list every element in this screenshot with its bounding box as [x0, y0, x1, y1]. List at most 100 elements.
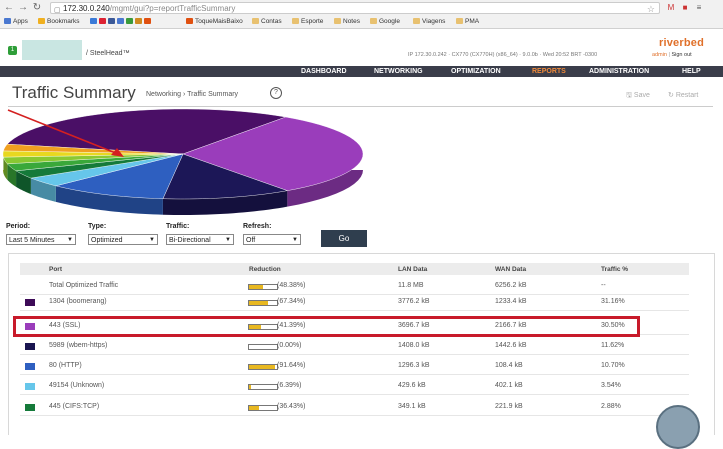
bookmark-google[interactable]: Google: [370, 16, 400, 28]
wan-data-cell: 1233.4 kB: [495, 298, 527, 305]
site-icon-4[interactable]: [135, 18, 142, 24]
address-bar[interactable]: ▢ 172.30.0.240/mgmt/gui?p=reportTrafficS…: [50, 2, 660, 14]
facebook-icon[interactable]: [108, 18, 115, 24]
highlight-box: [13, 316, 640, 337]
bookmark-apps[interactable]: Apps: [4, 16, 28, 28]
save-button[interactable]: 🖫 Save: [626, 91, 650, 102]
lan-data-cell: 3776.2 kB: [398, 298, 430, 305]
bookmark-notes[interactable]: Notes: [334, 16, 360, 28]
traffic-pct-cell: 10.70%: [601, 362, 625, 369]
bookmark-esporte[interactable]: Esporte: [292, 16, 323, 28]
refresh-label: Refresh:: [243, 223, 271, 230]
bookmark-pma[interactable]: PMA: [456, 16, 479, 28]
port-cell: Total Optimized Traffic: [49, 282, 118, 289]
reduction-bar: [248, 284, 278, 290]
reduction-cell: (6.39%): [277, 382, 302, 389]
series-swatch: [25, 363, 35, 370]
site-icon-5[interactable]: [144, 18, 151, 24]
folder-icon: [456, 18, 463, 24]
signout-link[interactable]: Sign out: [671, 52, 691, 58]
status-badge: 1: [8, 46, 17, 55]
reduction-bar: [248, 364, 278, 370]
lan-data-cell: 11.8 MB: [398, 282, 424, 289]
menu-reports[interactable]: REPORTS: [532, 66, 566, 77]
bookmark-viagens[interactable]: Viagens: [413, 16, 445, 28]
page-title: Traffic Summary: [12, 83, 136, 103]
col-wan-data[interactable]: WAN Data: [495, 266, 526, 273]
back-icon[interactable]: ←: [4, 3, 14, 13]
bookmark-icons: [90, 16, 153, 28]
table-row: [20, 378, 689, 395]
col-traffic-pct[interactable]: Traffic %: [601, 266, 628, 273]
help-icon[interactable]: ?: [270, 87, 282, 99]
port-cell: 445 (CIFS:TCP): [49, 403, 99, 410]
period-select[interactable]: Last 5 Minutes▼: [6, 234, 76, 245]
site-icon-3[interactable]: [126, 18, 133, 24]
port-cell: 1304 (boomerang): [49, 298, 107, 305]
reduction-bar: [248, 300, 278, 306]
menu-icon[interactable]: ≡: [694, 3, 704, 13]
type-select[interactable]: Optimized▼: [88, 234, 158, 245]
extension-icon-2[interactable]: ■: [680, 3, 690, 13]
wan-data-cell: 1442.6 kB: [495, 342, 527, 349]
save-icon: 🖫: [626, 92, 634, 99]
user-links: admin | Sign out: [652, 52, 692, 58]
chevron-down-icon: ▼: [149, 235, 155, 246]
wan-data-cell: 402.1 kB: [495, 382, 523, 389]
site-icon[interactable]: [90, 18, 97, 24]
go-button[interactable]: Go: [321, 230, 367, 247]
series-swatch: [25, 404, 35, 411]
series-swatch: [25, 343, 35, 350]
bookmark-toquemaisbaixo[interactable]: ToqueMaisBaixo: [186, 16, 243, 28]
traffic-pct-cell: 2.88%: [601, 403, 621, 410]
period-label: Period:: [6, 223, 30, 230]
riverbed-logo: riverbed: [659, 37, 704, 49]
reduction-bar-fill: [249, 285, 263, 289]
bookmark-contas[interactable]: Contas: [252, 16, 282, 28]
folder-icon: [252, 18, 259, 24]
breadcrumb: Networking › Traffic Summary: [146, 91, 238, 98]
restart-button[interactable]: ↻ Restart: [668, 91, 698, 99]
col-reduction[interactable]: Reduction: [249, 266, 281, 273]
traffic-select[interactable]: Bi-Directional▼: [166, 234, 234, 245]
menu-help[interactable]: HELP: [682, 66, 701, 77]
chevron-down-icon: ▼: [225, 235, 231, 246]
port-cell: 5989 (wbem-https): [49, 342, 107, 349]
chevron-down-icon: ▼: [292, 235, 298, 246]
traffic-label: Traffic:: [166, 223, 189, 230]
menu-optimization[interactable]: OPTIMIZATION: [451, 66, 501, 77]
url-path: /mgmt/gui?p=reportTrafficSummary: [110, 4, 236, 13]
extension-icon[interactable]: M: [666, 3, 676, 13]
bookmark-bookmarks[interactable]: Bookmarks: [38, 16, 80, 28]
user-link[interactable]: admin: [652, 52, 667, 58]
gmail-icon[interactable]: [99, 18, 106, 24]
refresh-select[interactable]: Off▼: [243, 234, 301, 245]
wan-data-cell: 221.9 kB: [495, 403, 523, 410]
forward-icon[interactable]: →: [18, 3, 28, 13]
lan-data-cell: 349.1 kB: [398, 403, 426, 410]
col-lan-data[interactable]: LAN Data: [398, 266, 427, 273]
folder-icon: [334, 18, 341, 24]
menu-dashboard[interactable]: DASHBOARD: [301, 66, 347, 77]
bookmarks-bar: Apps Bookmarks ToqueMaisBaixo Contas Esp…: [0, 16, 723, 28]
col-port[interactable]: Port: [49, 266, 62, 273]
lan-data-cell: 429.6 kB: [398, 382, 426, 389]
star-icon: [38, 18, 45, 24]
type-label: Type:: [88, 223, 106, 230]
wan-data-cell: 108.4 kB: [495, 362, 523, 369]
site-icon-2[interactable]: [117, 18, 124, 24]
folder-icon: [413, 18, 420, 24]
menu-administration[interactable]: ADMINISTRATION: [589, 66, 649, 77]
title-divider: [8, 106, 713, 107]
series-swatch: [25, 299, 35, 306]
port-cell: 49154 (Unknown): [49, 382, 104, 389]
reduction-cell: (48.38%): [277, 282, 305, 289]
port-cell: 80 (HTTP): [49, 362, 82, 369]
main-menu: DASHBOARD NETWORKING OPTIMIZATION REPORT…: [0, 66, 723, 77]
reduction-cell: (67.34%): [277, 298, 305, 305]
reload-icon[interactable]: ↻: [32, 3, 42, 13]
bookmark-star-icon[interactable]: ☆: [647, 3, 655, 15]
lan-data-cell: 1408.0 kB: [398, 342, 430, 349]
table-row: [20, 278, 689, 295]
menu-networking[interactable]: NETWORKING: [374, 66, 423, 77]
